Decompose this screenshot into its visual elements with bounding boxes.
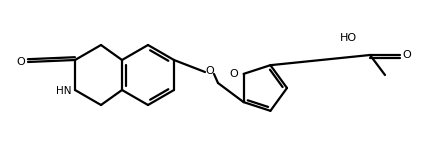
Text: O: O — [206, 66, 214, 76]
Text: HO: HO — [340, 33, 357, 43]
Text: O: O — [230, 69, 238, 79]
Text: HN: HN — [56, 86, 71, 96]
Text: O: O — [17, 57, 26, 67]
Text: O: O — [402, 50, 411, 60]
